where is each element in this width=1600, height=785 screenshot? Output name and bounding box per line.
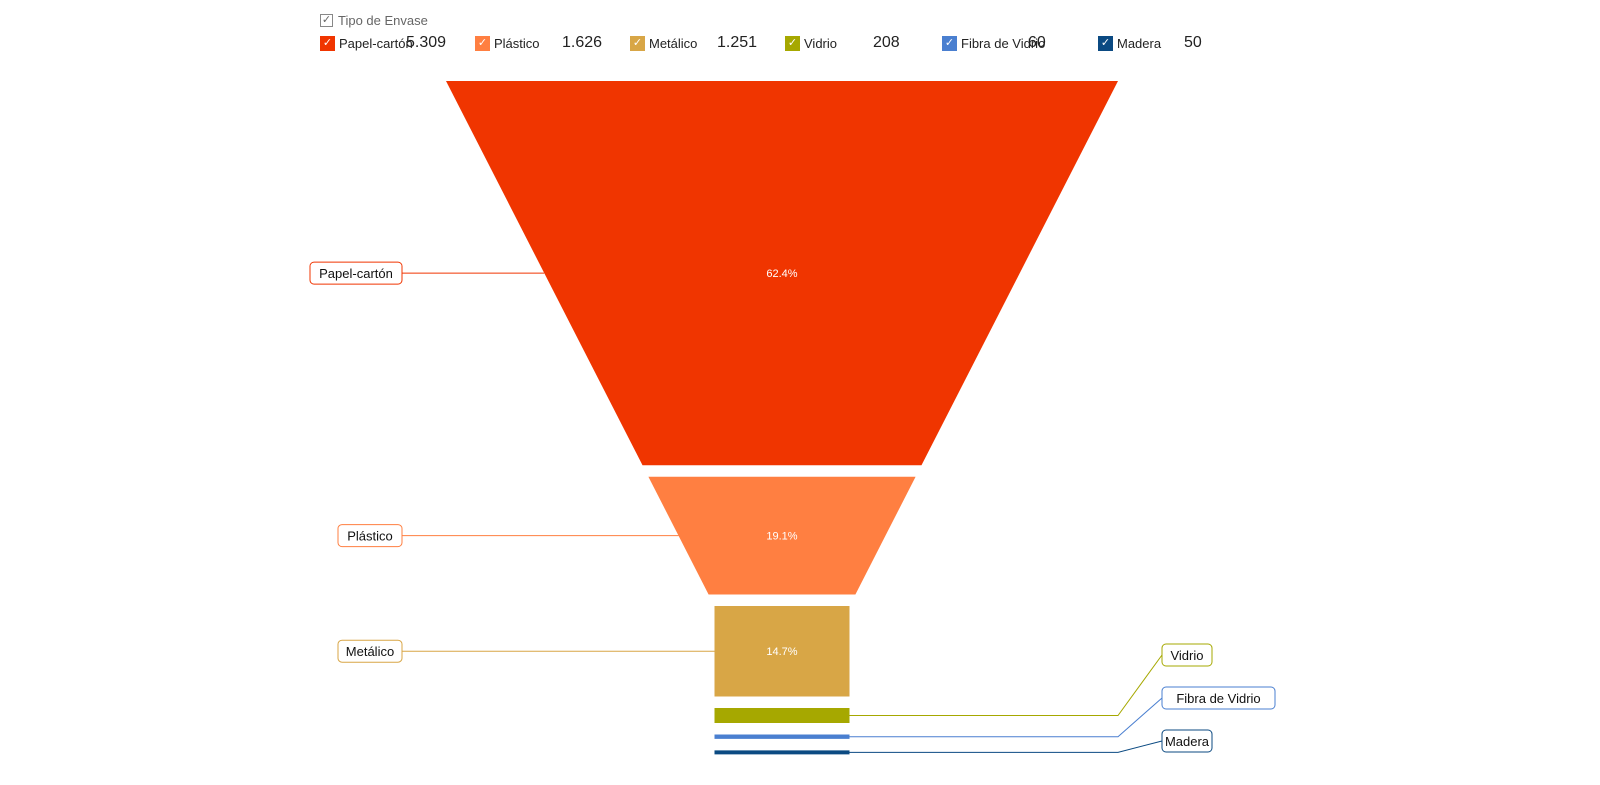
funnel-segment-madera[interactable] — [714, 750, 850, 755]
callout-label: Plástico — [347, 529, 393, 544]
legend-checkbox-icon[interactable]: ✓ — [320, 35, 335, 51]
callout-label: Fibra de Vidrio — [1176, 691, 1260, 706]
legend-item-papel-carton[interactable]: ✓ Papel-cartón — [320, 34, 413, 52]
legend-value: 50 — [1184, 34, 1202, 51]
legend-checkbox-icon[interactable]: ✓ — [785, 35, 800, 51]
segment-percent-label: 62.4% — [766, 268, 797, 280]
legend-label: Papel-cartón — [339, 35, 413, 51]
legend-label: Madera — [1117, 35, 1162, 51]
legend-checkbox-icon[interactable]: ✓ — [475, 35, 490, 51]
legend-label: Plástico — [494, 35, 540, 51]
legend-value: 1.251 — [717, 34, 758, 51]
callout-fibra-de-vidrio: Fibra de Vidrio — [849, 686, 1276, 738]
funnel-segment-metalico[interactable] — [714, 605, 850, 697]
funnel-segment-plastico[interactable] — [648, 476, 916, 595]
legend-title-text: Tipo de Envase — [338, 12, 428, 28]
funnel-segment-fibra-de-vidrio[interactable] — [714, 734, 850, 739]
callout-label: Vidrio — [1170, 648, 1203, 663]
legend-label: Metálico — [649, 35, 698, 51]
legend-item-fibra-de-vidrio[interactable]: ✓ Fibra de Vidrio — [942, 34, 1045, 52]
callout-label: Metálico — [346, 644, 394, 659]
legend-value: 208 — [873, 34, 900, 51]
callout-plastico: Plástico — [337, 524, 679, 548]
legend-item-madera[interactable]: ✓ Madera — [1098, 34, 1161, 52]
legend-item-vidrio[interactable]: ✓ Vidrio — [785, 34, 837, 52]
legend-label: Vidrio — [804, 35, 838, 51]
legend-value: 5.309 — [406, 34, 447, 51]
callout-madera: Madera — [849, 729, 1213, 753]
legend-item-metalico[interactable]: ✓ Metálico — [630, 34, 697, 52]
legend-item-plastico[interactable]: ✓ Plástico — [475, 34, 540, 52]
legend-checkbox-icon[interactable]: ✓ — [942, 35, 957, 51]
callout-label: Madera — [1165, 734, 1210, 749]
legend: ✓ Papel-cartón 5.309 ✓ Plástico 1.626 ✓ Metálic… — [320, 34, 1250, 52]
legend-value: 60 — [1028, 34, 1046, 51]
legend-label: Fibra de Vidrio — [961, 35, 1046, 51]
callout-papel-carton: Papel-cartón — [309, 261, 545, 285]
legend-title[interactable]: ✓ Tipo de Envase — [320, 11, 428, 29]
callout-metalico: Metálico — [337, 639, 715, 663]
callout-label: Papel-cartón — [319, 266, 393, 281]
legend-value: 1.626 — [562, 34, 603, 51]
segment-percent-label: 14.7% — [766, 646, 797, 658]
legend-title-checkbox-icon[interactable]: ✓ — [320, 13, 333, 27]
legend-checkbox-icon[interactable]: ✓ — [630, 35, 645, 51]
legend-checkbox-icon[interactable]: ✓ — [1098, 35, 1113, 51]
funnel-segment-vidrio[interactable] — [714, 707, 850, 724]
funnel-segment-papel-carton[interactable] — [446, 81, 1118, 466]
callout-vidrio: Vidrio — [849, 643, 1213, 717]
segment-percent-label: 19.1% — [766, 531, 797, 543]
